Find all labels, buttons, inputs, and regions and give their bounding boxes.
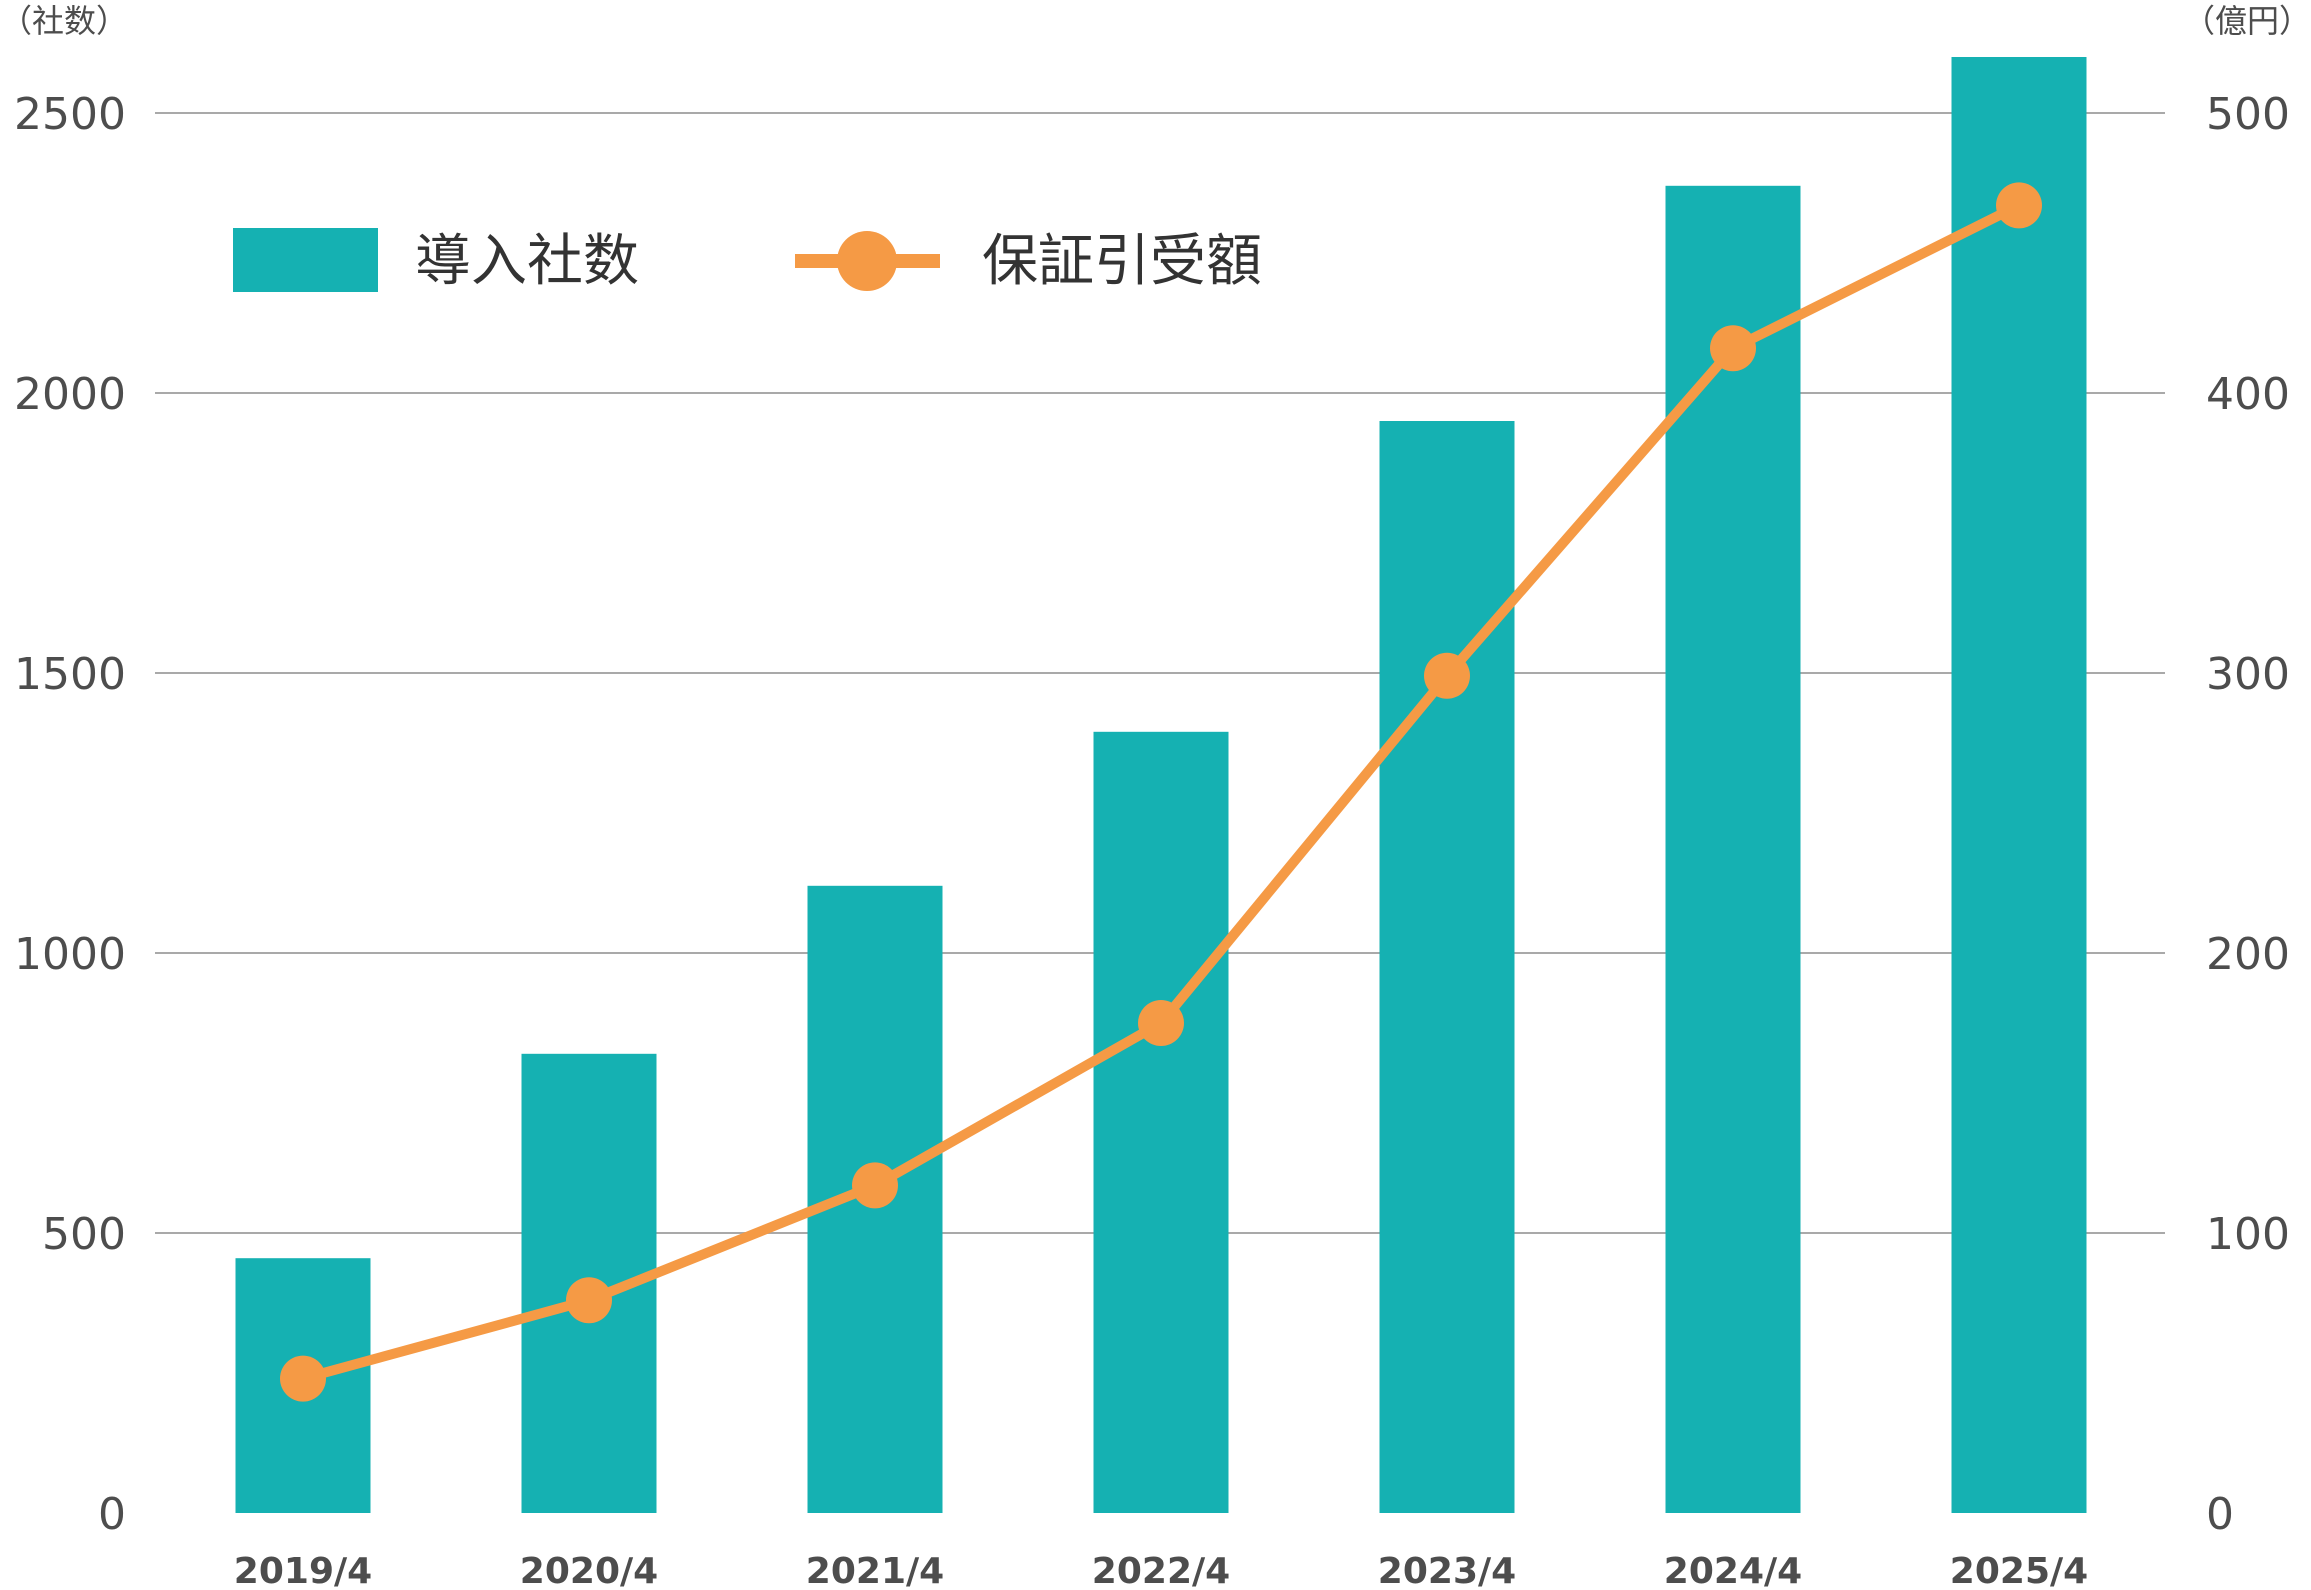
legend-line-marker xyxy=(837,231,897,291)
line-series xyxy=(280,182,2042,1402)
line-point xyxy=(1996,182,2042,229)
y-right-tick-label: 400 xyxy=(2206,369,2290,420)
y-right-unit-label: （億円） xyxy=(2183,2,2311,40)
line-point xyxy=(280,1355,326,1402)
y-right-ticks: 0 100 200 300 400 500 xyxy=(2206,89,2290,1540)
y-left-tick-label: 500 xyxy=(42,1209,126,1260)
y-left-unit-label: （社数） xyxy=(0,2,128,40)
y-right-tick-label: 500 xyxy=(2206,89,2290,140)
legend-bar-label: 導入社数 xyxy=(415,229,639,294)
line-point xyxy=(566,1277,612,1324)
y-left-tick-label: 2000 xyxy=(14,369,126,420)
y-left-ticks: 0 500 1000 1500 2000 2500 xyxy=(14,89,126,1540)
x-tick-label: 2022/4 xyxy=(1092,1551,1230,1590)
y-right-tick-label: 300 xyxy=(2206,649,2290,700)
bar xyxy=(1093,731,1229,1513)
y-right-tick-label: 100 xyxy=(2206,1209,2290,1260)
x-tick-label: 2021/4 xyxy=(806,1551,944,1590)
grid-lines xyxy=(155,112,2165,1234)
y-right-tick-label: 0 xyxy=(2206,1489,2234,1540)
legend: 導入社数 保証引受額 xyxy=(233,228,1262,294)
line-point xyxy=(1138,1000,1184,1046)
line-point xyxy=(1710,325,1756,372)
y-left-tick-label: 2500 xyxy=(14,89,126,140)
x-tick-label: 2023/4 xyxy=(1378,1551,1516,1590)
line-point xyxy=(852,1162,898,1209)
legend-bar-swatch xyxy=(233,228,378,292)
bar xyxy=(1951,57,2087,1513)
legend-line-label: 保証引受額 xyxy=(982,229,1262,294)
bar xyxy=(1665,185,1801,1513)
x-ticks: 2019/4 2020/4 2021/4 2022/4 2023/4 2024/4 2025… xyxy=(234,1551,2088,1590)
line-point xyxy=(1424,652,1470,699)
x-tick-label: 2020/4 xyxy=(520,1551,658,1590)
x-tick-label: 2024/4 xyxy=(1664,1551,1802,1590)
x-tick-label: 2019/4 xyxy=(234,1551,372,1590)
x-tick-label: 2025/4 xyxy=(1950,1551,2088,1590)
y-left-tick-label: 1500 xyxy=(14,649,126,700)
y-left-tick-label: 1000 xyxy=(14,929,126,980)
y-left-tick-label: 0 xyxy=(98,1489,126,1540)
y-right-tick-label: 200 xyxy=(2206,929,2290,980)
bar xyxy=(1379,421,1515,1513)
